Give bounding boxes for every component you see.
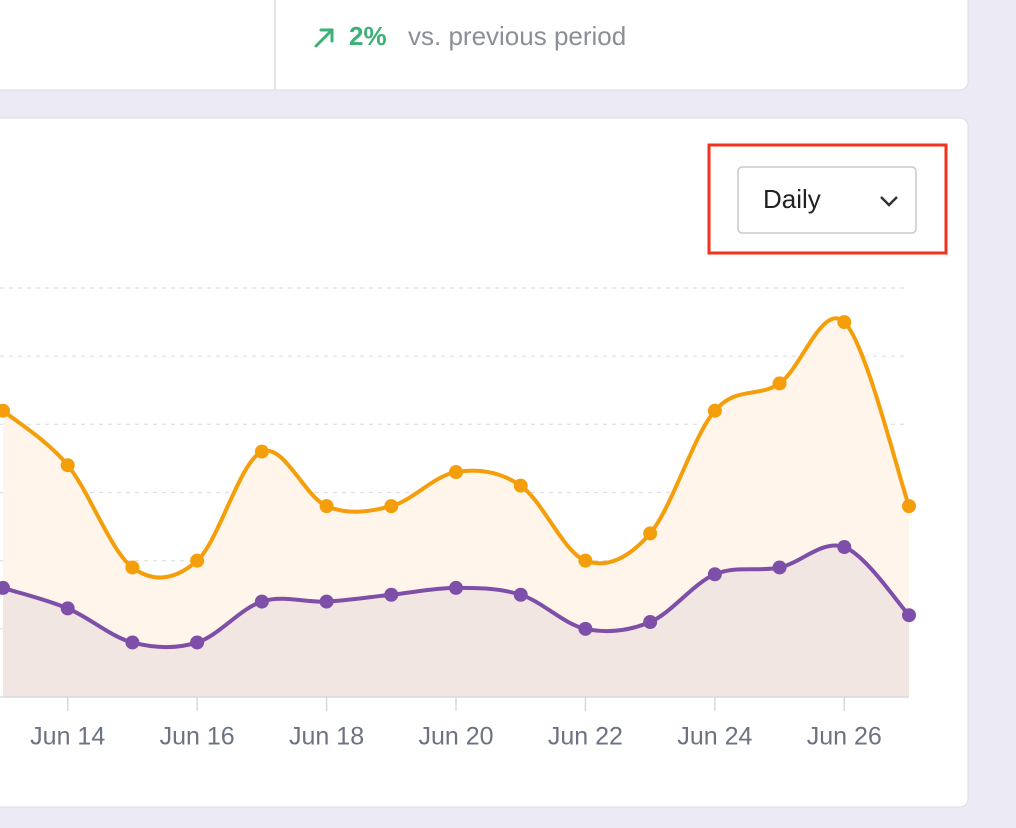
point: [902, 499, 916, 514]
point: [772, 560, 787, 575]
area: [3, 545, 909, 697]
dropdown-box[interactable]: [737, 166, 917, 234]
point: [449, 580, 463, 595]
point: [384, 587, 399, 602]
x-tick-label: Jun 16: [160, 723, 235, 751]
point: [254, 594, 269, 609]
x-tick-label: Jun 24: [677, 723, 752, 751]
plot: Jun 14 Jun 16 Jun 18 Jun 20 Jun 22 Jun 24 Jun …: [0, 287, 916, 751]
point: [643, 615, 658, 630]
chevron[interactable]: [880, 196, 898, 207]
point: [449, 465, 463, 480]
point: [707, 567, 722, 582]
point: [125, 635, 140, 650]
x-tick-label: Jun 14: [30, 723, 105, 751]
point: [319, 499, 334, 514]
point: [60, 601, 75, 616]
point: [125, 560, 140, 575]
point: [384, 499, 399, 514]
point: [60, 458, 75, 473]
point: [772, 376, 787, 391]
point: [254, 444, 269, 459]
point: [902, 608, 916, 623]
dropdown-value[interactable]: Daily: [763, 184, 821, 214]
comparison-text: vs. previous period: [408, 21, 626, 51]
x-tick-label: Jun 22: [548, 723, 623, 751]
point: [707, 403, 722, 418]
point: [837, 315, 852, 330]
highlight-box: [707, 143, 948, 255]
x-tick-label: Jun 26: [807, 723, 882, 751]
point: [643, 526, 658, 541]
point: [0, 580, 10, 595]
point: [578, 621, 593, 636]
point: [319, 594, 334, 609]
point: [578, 553, 593, 568]
point: [190, 553, 205, 568]
stats-card: [0, 0, 969, 91]
point: [190, 635, 205, 650]
point: [513, 478, 528, 493]
change-value: 2%: [349, 21, 387, 51]
point: [513, 587, 528, 602]
interval-dropdown[interactable]: Daily: [737, 166, 917, 234]
x-tick-label: Jun 18: [289, 723, 364, 751]
point: [0, 403, 10, 418]
up-arrow: [314, 28, 334, 48]
x-tick-label: Jun 20: [418, 723, 493, 751]
point: [837, 540, 852, 555]
